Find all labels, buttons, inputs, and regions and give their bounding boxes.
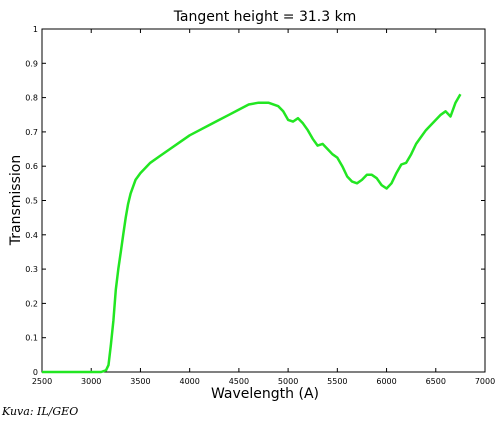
x-tick-label: 5000 <box>278 377 298 386</box>
y-tick-label: 0.4 <box>25 231 38 240</box>
y-tick-label: 0.3 <box>25 265 38 274</box>
y-tick-label: 0.1 <box>25 334 38 343</box>
y-tick-label: 0.6 <box>25 162 38 171</box>
y-tick-label: 0.8 <box>25 94 38 103</box>
x-tick-label: 2500 <box>32 377 52 386</box>
x-tick-label: 6500 <box>426 377 446 386</box>
transmission-series-line <box>42 93 462 374</box>
x-axis-label: Wavelength (A) <box>211 386 319 402</box>
x-tick-label: 4500 <box>229 377 249 386</box>
ticks-layer: 2500 3000 3500 4000 4500 5000 5500 6000 6500 7000… <box>25 25 495 386</box>
y-axis-label: Transmission <box>8 155 24 246</box>
x-tick-label: 3500 <box>130 377 150 386</box>
x-tick-label: 4000 <box>179 377 199 386</box>
chart-title: Tangent height = 31.3 km <box>173 9 357 25</box>
y-tick-label: 0.2 <box>25 299 38 308</box>
x-tick-label: 5500 <box>327 377 347 386</box>
credit-text: Kuva: IL/GEO <box>1 405 78 418</box>
y-tick-label: 0 <box>33 368 38 377</box>
plot-frame <box>41 28 486 373</box>
y-tick-label: 0.7 <box>25 128 38 137</box>
y-tick-label: 0.9 <box>25 59 38 68</box>
y-tick-label: 0.5 <box>25 197 38 206</box>
x-tick-label: 7000 <box>475 377 495 386</box>
series-layer <box>42 93 462 374</box>
x-tick-label: 3000 <box>81 377 101 386</box>
x-tick-label: 6000 <box>376 377 396 386</box>
y-tick-label: 1 <box>33 25 38 34</box>
